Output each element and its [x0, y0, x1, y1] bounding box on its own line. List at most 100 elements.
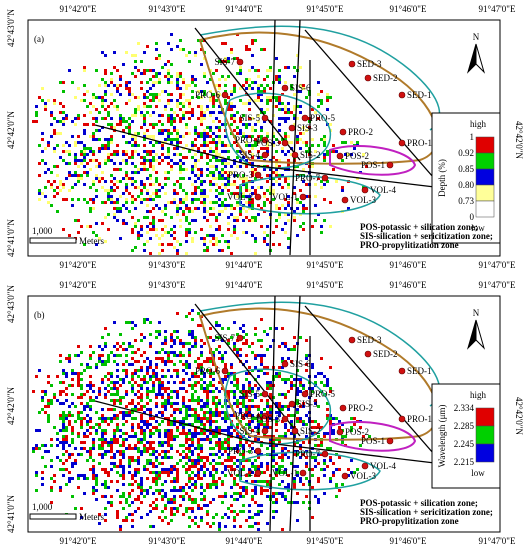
raster-pixel	[212, 156, 215, 159]
raster-pixel	[164, 243, 167, 246]
raster-pixel	[137, 459, 140, 462]
raster-pixel	[239, 69, 242, 72]
raster-pixel	[218, 336, 221, 339]
raster-pixel	[170, 120, 173, 123]
raster-pixel	[194, 384, 197, 387]
legend-swatch	[475, 425, 495, 445]
raster-pixel	[275, 474, 278, 477]
raster-pixel	[131, 231, 134, 234]
raster-pixel	[233, 105, 236, 108]
raster-pixel	[104, 486, 107, 489]
raster-pixel	[101, 468, 104, 471]
raster-pixel	[176, 450, 179, 453]
raster-pixel	[143, 96, 146, 99]
raster-pixel	[302, 387, 305, 390]
raster-pixel	[68, 471, 71, 474]
raster-pixel	[218, 69, 221, 72]
raster-pixel	[164, 456, 167, 459]
raster-pixel	[254, 438, 257, 441]
raster-pixel	[212, 174, 215, 177]
raster-pixel	[59, 81, 62, 84]
raster-pixel	[245, 126, 248, 129]
raster-pixel	[212, 120, 215, 123]
raster-pixel	[245, 234, 248, 237]
raster-pixel	[209, 234, 212, 237]
legend-tick: 0.80	[458, 180, 474, 190]
fault-line	[304, 305, 441, 462]
raster-pixel	[314, 219, 317, 222]
raster-pixel	[164, 360, 167, 363]
raster-pixel	[119, 84, 122, 87]
sample-point	[236, 334, 244, 342]
raster-pixel	[272, 189, 275, 192]
raster-pixel	[266, 405, 269, 408]
raster-pixel	[86, 402, 89, 405]
raster-pixel	[218, 129, 221, 132]
raster-pixel	[113, 441, 116, 444]
raster-pixel	[203, 210, 206, 213]
raster-pixel	[152, 207, 155, 210]
raster-pixel	[206, 249, 209, 252]
bottom-coordinate: 91°42'0"E	[60, 260, 97, 270]
raster-pixel	[161, 456, 164, 459]
raster-pixel	[200, 189, 203, 192]
raster-pixel	[92, 198, 95, 201]
raster-pixel	[89, 354, 92, 357]
raster-pixel	[191, 123, 194, 126]
raster-pixel	[152, 144, 155, 147]
raster-pixel	[62, 90, 65, 93]
raster-pixel	[59, 486, 62, 489]
raster-pixel	[86, 189, 89, 192]
raster-pixel	[188, 117, 191, 120]
raster-pixel	[128, 87, 131, 90]
raster-pixel	[197, 312, 200, 315]
raster-pixel	[245, 129, 248, 132]
raster-pixel	[212, 243, 215, 246]
raster-pixel	[113, 66, 116, 69]
raster-pixel	[35, 447, 38, 450]
raster-pixel	[245, 411, 248, 414]
raster-pixel	[116, 177, 119, 180]
raster-pixel	[152, 480, 155, 483]
raster-pixel	[83, 477, 86, 480]
raster-pixel	[254, 333, 257, 336]
raster-pixel	[128, 402, 131, 405]
raster-pixel	[95, 165, 98, 168]
raster-pixel	[155, 81, 158, 84]
raster-pixel	[323, 183, 326, 186]
raster-pixel	[233, 348, 236, 351]
raster-pixel	[200, 408, 203, 411]
raster-pixel	[161, 381, 164, 384]
raster-pixel	[251, 351, 254, 354]
sample-point	[254, 193, 262, 201]
raster-pixel	[62, 81, 65, 84]
raster-pixel	[311, 363, 314, 366]
raster-pixel	[302, 210, 305, 213]
raster-pixel	[266, 219, 269, 222]
raster-pixel	[275, 78, 278, 81]
raster-pixel	[170, 114, 173, 117]
raster-pixel	[182, 120, 185, 123]
raster-pixel	[176, 408, 179, 411]
raster-pixel	[239, 495, 242, 498]
raster-pixel	[41, 390, 44, 393]
raster-pixel	[131, 372, 134, 375]
raster-pixel	[329, 189, 332, 192]
raster-pixel	[194, 54, 197, 57]
raster-pixel	[173, 498, 176, 501]
sample-label: PRO-6	[195, 90, 221, 100]
raster-pixel	[113, 393, 116, 396]
raster-pixel	[275, 165, 278, 168]
raster-pixel	[125, 432, 128, 435]
raster-pixel	[50, 384, 53, 387]
raster-pixel	[41, 471, 44, 474]
raster-pixel	[182, 405, 185, 408]
raster-pixel	[71, 183, 74, 186]
raster-pixel	[182, 177, 185, 180]
raster-pixel	[131, 93, 134, 96]
raster-pixel	[125, 369, 128, 372]
raster-pixel	[254, 126, 257, 129]
raster-pixel	[176, 117, 179, 120]
raster-pixel	[110, 177, 113, 180]
raster-pixel	[293, 336, 296, 339]
